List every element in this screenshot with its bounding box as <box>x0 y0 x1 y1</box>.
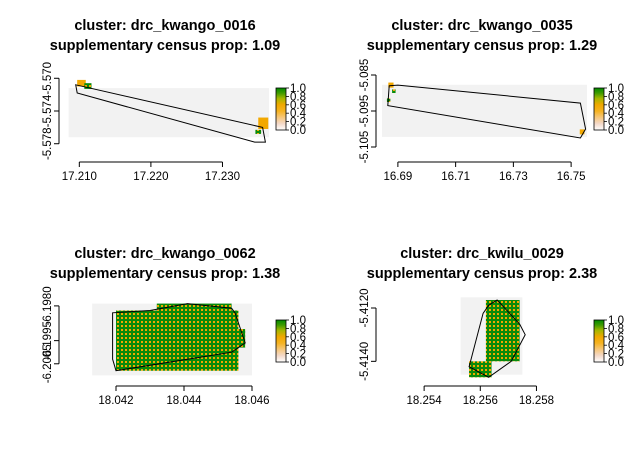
raster-cell <box>485 300 520 362</box>
legend-tick-label: 0.8 <box>608 323 624 335</box>
x-tick-label: 18.042 <box>98 395 133 407</box>
x-tick-label: 16.75 <box>557 171 586 183</box>
y-tick-label: -5.578 <box>42 127 54 160</box>
raster-extent <box>68 88 269 138</box>
chart-panel-4: cluster: drc_kwilu_0029 supplementary cen… <box>359 246 625 407</box>
y-axis: -5.085 -5.095 -5.105 <box>359 59 377 164</box>
raster-cell <box>579 129 585 135</box>
cluster-boundary <box>112 303 246 372</box>
chart-subtitle: supplementary census prop: 1.38 <box>50 266 280 282</box>
chart-title: cluster: drc_kwango_0062 <box>74 246 255 262</box>
raster-cell <box>156 303 232 316</box>
raster-cell <box>258 117 269 129</box>
legend-tick-label: 0.4 <box>608 108 625 120</box>
legend-tick-label: 0.0 <box>608 125 624 137</box>
x-tick-label: 18.046 <box>234 395 269 407</box>
x-tick-label: 17.220 <box>133 171 168 183</box>
legend-tick-label: 1.0 <box>290 315 306 327</box>
y-tick-label: -5.574 <box>42 94 54 127</box>
x-tick-label: 16.69 <box>383 171 412 183</box>
y-axis: -5.570-5.574-5.578 <box>42 62 60 160</box>
raster-cell <box>255 129 262 134</box>
chart-panel-3: cluster: drc_kwango_0062 supplementary ce… <box>42 246 307 407</box>
legend-tick-label: 1.0 <box>290 83 306 95</box>
cluster-boundary <box>75 84 267 143</box>
y-tick-label: -6.1995 <box>42 321 54 360</box>
raster-cell <box>469 361 492 378</box>
y-tick-label: -6.2005 <box>42 344 54 383</box>
y-tick-label: -5.570 <box>42 62 54 95</box>
x-axis: 16.69 16.71 16.73 16.75 <box>383 161 586 183</box>
legend-tick-label: 0.4 <box>290 340 307 352</box>
legend-colorbar: 0.00.20.40.60.81.0 <box>593 315 625 369</box>
cluster-boundary <box>468 299 526 378</box>
x-tick-label: 16.73 <box>499 171 528 183</box>
chart-subtitle: supplementary census prop: 2.38 <box>367 266 597 282</box>
chart-panel-1: cluster: drc_kwango_0016 supplementary ce… <box>42 18 307 183</box>
x-axis: 18.042 18.044 18.046 <box>98 385 270 407</box>
y-tick-label: -6.1980 <box>42 286 54 325</box>
raster-cell <box>388 82 394 88</box>
legend-tick-label: 0.6 <box>290 100 306 112</box>
x-tick-label: 16.71 <box>441 171 470 183</box>
x-axis: 17.210 17.220 17.230 <box>62 161 240 183</box>
legend-colorbar: 0.00.20.40.60.81.0 <box>593 83 625 137</box>
raster-cell <box>392 89 396 93</box>
legend-tick-label: 0.6 <box>290 332 306 344</box>
raster-extent <box>382 84 587 137</box>
legend-tick-label: 0.0 <box>290 125 306 137</box>
y-axis: -6.1980-6.1995-6.2005 <box>42 286 60 383</box>
legend-tick-label: 0.2 <box>290 117 306 129</box>
legend-tick-label: 0.6 <box>608 332 624 344</box>
legend-tick-label: 0.6 <box>608 100 624 112</box>
y-tick-label: -5.095 <box>359 95 371 128</box>
y-tick-label: -5.085 <box>359 59 371 92</box>
legend-tick-label: 0.8 <box>290 91 306 103</box>
y-tick-label: -5.105 <box>359 131 371 164</box>
legend-tick-label: 0.2 <box>608 349 624 361</box>
chart-title: cluster: drc_kwango_0016 <box>74 18 255 34</box>
cluster-boundary <box>387 84 587 139</box>
legend-gradient <box>593 87 605 131</box>
raster-cell <box>77 79 86 87</box>
y-axis: -5.4120 -5.4140 <box>359 288 377 381</box>
legend-tick-label: 0.0 <box>608 357 624 369</box>
legend-gradient <box>275 87 287 131</box>
x-tick-label: 17.210 <box>62 171 97 183</box>
chart-title: cluster: drc_kwango_0035 <box>391 18 572 34</box>
legend-tick-label: 0.4 <box>608 340 625 352</box>
legend-tick-label: 0.0 <box>290 357 306 369</box>
y-tick-label: -5.4120 <box>359 288 371 327</box>
chart-title: cluster: drc_kwilu_0029 <box>400 246 564 262</box>
legend-tick-label: 0.4 <box>290 108 307 120</box>
legend-tick-label: 0.8 <box>608 91 624 103</box>
x-tick-label: 18.044 <box>166 395 202 407</box>
legend-colorbar: 0.00.20.40.60.81.0 <box>275 315 307 369</box>
legend-gradient <box>593 319 605 363</box>
legend-tick-label: 1.0 <box>608 315 624 327</box>
x-axis: 18.254 18.256 18.258 <box>407 385 554 407</box>
chart-subtitle: supplementary census prop: 1.29 <box>367 38 597 54</box>
x-tick-label: 17.230 <box>205 171 240 183</box>
raster-cell <box>116 310 239 371</box>
raster-cell <box>84 83 92 89</box>
legend-colorbar: 0.00.20.40.60.81.0 <box>275 83 307 137</box>
legend-tick-label: 1.0 <box>608 83 624 95</box>
chart-panel-2: cluster: drc_kwango_0035 supplementary ce… <box>359 18 625 183</box>
legend-tick-label: 0.8 <box>290 323 306 335</box>
raster-cell <box>235 329 246 348</box>
legend-gradient <box>275 319 287 363</box>
legend-tick-label: 0.2 <box>608 117 624 129</box>
chart-subtitle: supplementary census prop: 1.09 <box>50 38 280 54</box>
legend-tick-label: 0.2 <box>290 349 306 361</box>
x-tick-label: 18.256 <box>463 395 498 407</box>
x-tick-label: 18.254 <box>407 395 443 407</box>
x-tick-label: 18.258 <box>519 395 554 407</box>
y-tick-label: -5.4140 <box>359 342 371 381</box>
